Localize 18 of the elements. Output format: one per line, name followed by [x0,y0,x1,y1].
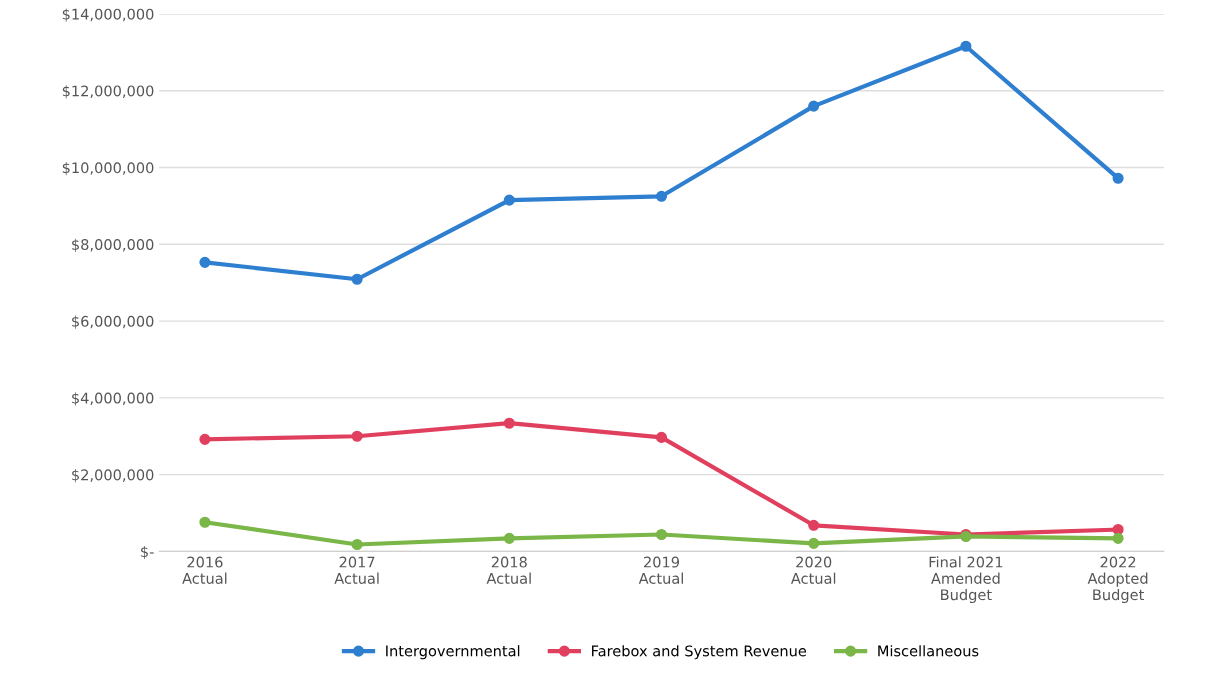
legend-label: Miscellaneous [878,645,979,657]
y-tick-label: $2,000,000 [72,469,154,483]
x-tick-label: Final 2021 Amended Budget [929,556,1003,604]
x-tick-label: 2020 Actual [790,556,836,584]
x-tick-label: 2017 Actual [334,556,379,584]
y-tick-label: $- [141,545,154,560]
y-tick-label: $6,000,000 [72,315,154,329]
legend-label: Intergovernmental [386,645,520,660]
legend-label: Farebox and System Revenue [592,645,807,660]
x-tick-label: 2018 Actual [486,556,531,584]
x-tick-label: 2016 Actual [182,556,227,584]
x-tick-label: 2019 Actual [638,556,683,584]
y-tick-label: $4,000,000 [72,392,154,406]
x-tick-label: 2022 Adopted Budget [1087,556,1148,604]
y-tick-label: $8,000,000 [72,238,154,252]
y-tick-label: $10,000,000 [62,161,154,176]
y-tick-label: $14,000,000 [62,8,154,22]
y-tick-label: $12,000,000 [62,85,154,99]
